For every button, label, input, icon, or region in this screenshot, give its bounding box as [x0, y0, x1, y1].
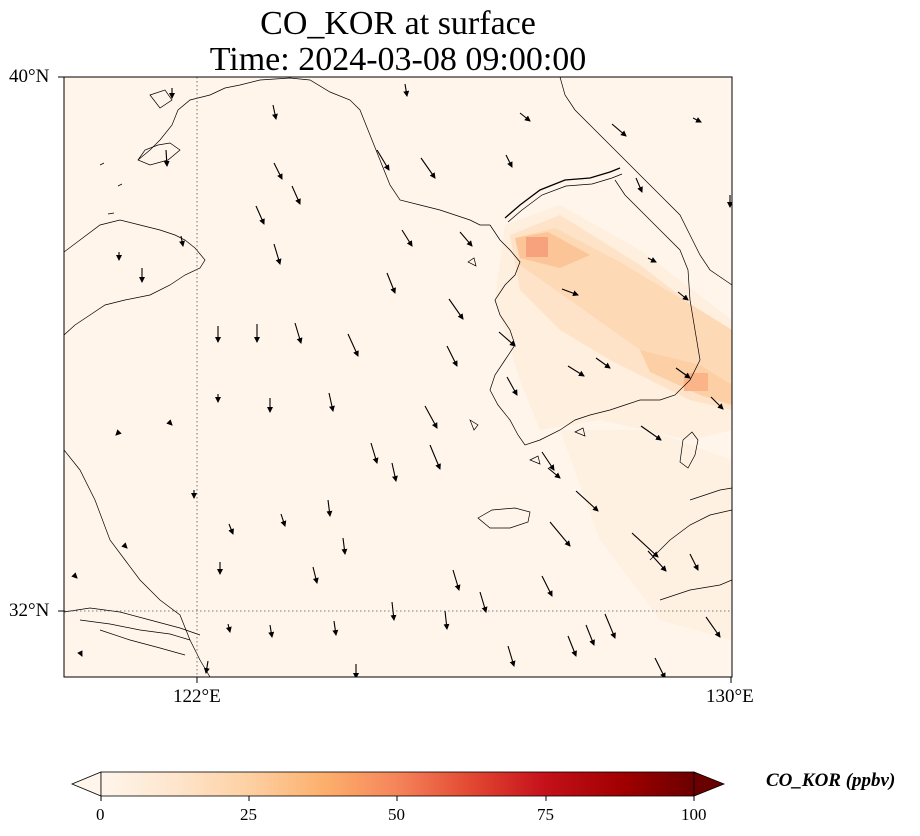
- wind-arrow: [443, 610, 450, 630]
- wind-arrow: [611, 123, 627, 137]
- wind-arrow: [228, 523, 234, 535]
- map-frame: [63, 76, 733, 678]
- lat-label-40n: 40°N: [9, 66, 50, 87]
- wind-arrow: [420, 157, 436, 179]
- wind-arrow: [452, 569, 461, 591]
- wind-arrow: [391, 462, 398, 482]
- wind-arrow: [541, 451, 555, 471]
- wind-arrow: [446, 345, 458, 367]
- wind-arrow: [448, 298, 464, 320]
- wind-arrow: [341, 537, 348, 555]
- wind-arrow: [386, 272, 396, 294]
- wind-arrow: [710, 396, 724, 410]
- wind-arrow: [312, 566, 319, 584]
- wind-arrow: [326, 499, 333, 517]
- wind-arrow: [376, 149, 390, 171]
- wind-arrow: [705, 616, 721, 638]
- wind-arrow: [479, 591, 488, 613]
- wind-arrow: [121, 542, 128, 549]
- wind-arrow: [370, 442, 379, 464]
- wind-arrow: [519, 112, 531, 122]
- wind-arrow: [115, 429, 122, 436]
- colorbar-gradient: [101, 772, 694, 796]
- concentration-field: [495, 205, 732, 640]
- wind-arrow: [647, 257, 657, 263]
- wind-arrow: [179, 235, 185, 247]
- wind-arrow: [163, 149, 170, 167]
- wind-arrow: [401, 229, 413, 247]
- lon-label-122e: 122°E: [173, 686, 221, 707]
- wind-arrow: [640, 425, 662, 441]
- wind-arrow: [547, 467, 561, 479]
- wind-arrow: [675, 367, 691, 379]
- colorbar: [70, 771, 726, 801]
- wind-arrow: [77, 650, 83, 657]
- wind-arrow: [692, 117, 702, 123]
- colorbar-tick-50: 50: [388, 805, 405, 824]
- wind-arrow: [294, 322, 303, 344]
- colorbar-tick-100: 100: [681, 805, 707, 824]
- wind-arrow: [347, 333, 359, 357]
- wind-arrow: [403, 83, 410, 97]
- wind-arrow: [71, 572, 78, 579]
- wind-arrow: [595, 357, 611, 369]
- map-time-subtitle: Time: 2024-03-08 09:00:00: [209, 41, 587, 78]
- wind-arrow: [291, 185, 301, 205]
- wind-vectors: [71, 83, 732, 677]
- wind-arrow: [635, 177, 643, 193]
- wind-arrow: [203, 660, 210, 674]
- wind-arrow: [273, 243, 282, 265]
- wind-arrow: [225, 623, 232, 633]
- wind-arrow: [332, 620, 339, 636]
- wind-arrow: [459, 231, 473, 247]
- colorbar-max-extend: [693, 771, 726, 797]
- wind-arrow: [272, 104, 278, 120]
- wind-arrow: [575, 490, 599, 512]
- wind-arrow: [567, 635, 577, 657]
- wind-arrow: [561, 288, 579, 297]
- colorbar-min-extend: [70, 771, 102, 797]
- wind-arrow: [507, 645, 516, 667]
- colorbar-title: CO_KOR (ppbv): [766, 770, 896, 791]
- wind-arrow: [166, 419, 173, 426]
- wind-arrow: [328, 392, 335, 412]
- wind-arrow: [647, 550, 667, 572]
- wind-arrow: [390, 601, 397, 621]
- wind-arrow: [273, 162, 283, 180]
- wind-arrow: [280, 513, 287, 527]
- wind-arrow: [567, 365, 585, 377]
- wind-arrow: [654, 657, 666, 677]
- coastlines: [64, 77, 732, 677]
- wind-arrow: [631, 532, 659, 558]
- wind-arrow: [424, 405, 438, 429]
- wind-arrow: [585, 624, 595, 646]
- wind-arrow: [689, 553, 699, 571]
- colorbar-tick-75: 75: [537, 805, 554, 824]
- wind-arrow: [506, 376, 518, 396]
- wind-arrow: [498, 331, 516, 347]
- wind-arrow: [541, 575, 553, 597]
- wind-arrow: [677, 291, 689, 301]
- wind-arrow: [549, 521, 571, 547]
- colorbar-tick-0: 0: [96, 805, 105, 824]
- wind-arrow: [505, 154, 513, 168]
- wind-arrow: [255, 205, 265, 225]
- lon-label-130e: 130°E: [706, 686, 754, 707]
- wind-arrow: [268, 624, 275, 638]
- map-title: CO_KOR at surface: [260, 5, 536, 42]
- wind-arrow: [604, 613, 616, 639]
- axis-ticks: [58, 76, 732, 683]
- wind-arrow: [429, 444, 441, 470]
- lat-label-32n: 32°N: [9, 600, 50, 621]
- colorbar-tick-25: 25: [240, 805, 257, 824]
